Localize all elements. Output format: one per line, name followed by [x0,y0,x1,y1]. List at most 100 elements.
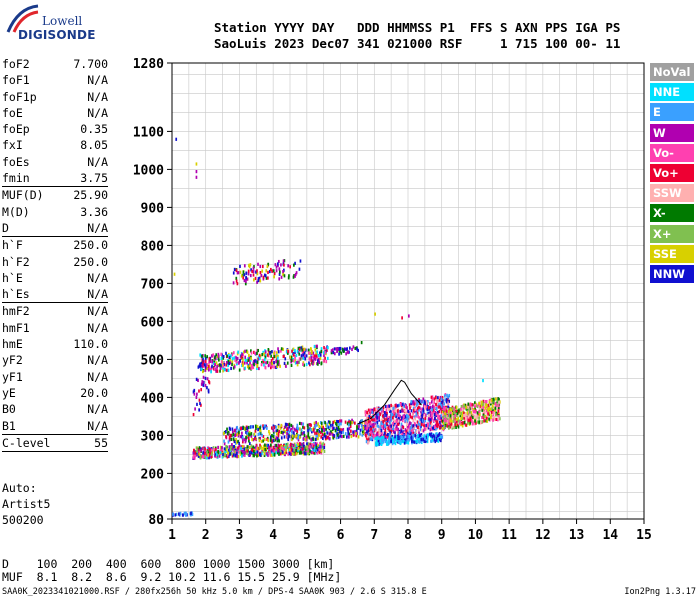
echo-point [305,436,308,440]
echo-point [462,411,464,415]
echo-point [190,511,192,516]
echo-point [325,423,327,427]
echo-point [498,417,501,421]
echo-point [382,419,385,424]
echo-point [247,358,250,362]
echo-point [218,454,221,458]
echo-point [407,409,410,414]
echo-point [304,438,307,442]
echo-point [300,422,303,426]
echo-point [204,365,207,369]
echo-point [349,424,352,429]
echo-point [262,275,265,279]
echo-point [290,448,293,452]
echo-point [386,425,388,430]
echo-point [391,441,394,446]
echo-point [240,454,243,458]
echo-point [337,419,340,424]
echo-point [469,410,471,414]
echo-point [397,419,400,423]
echo-point [340,351,343,355]
echo-point [264,448,267,452]
echo-point [396,404,399,408]
echo-point [366,428,368,432]
echo-point [279,270,281,274]
echo-point [262,358,264,363]
echo-point [367,429,370,433]
echo-point [228,445,231,449]
echo-point [242,353,244,357]
echo-point [248,441,251,446]
echo-point [291,434,294,438]
echo-point [305,452,308,456]
echo-point [327,420,330,424]
echo-point [428,413,430,417]
echo-point [233,365,236,369]
echo-point [293,448,295,452]
echo-point [196,392,198,396]
echo-point [491,406,494,410]
echo-point [430,395,433,399]
echo-point [258,437,261,441]
echo-point [255,270,257,274]
echo-point [271,269,273,273]
echo-point [468,418,471,422]
echo-point [275,365,277,369]
echo-point [262,360,265,365]
echo-point [195,452,198,457]
echo-point [336,427,339,432]
echo-point [284,430,287,434]
echo-point [246,449,249,453]
echo-point [465,423,467,427]
echo-point [288,430,291,434]
param-key: foEp [2,122,30,137]
echo-point [223,447,226,451]
echo-point [448,399,451,403]
echo-point [282,431,284,435]
echo-point [420,432,423,437]
echo-point [478,413,481,417]
echo-point [374,437,377,441]
echo-point [372,408,375,412]
echo-point [332,436,335,440]
echo-point [302,452,305,456]
echo-point [243,264,246,268]
echo-point [228,355,231,360]
param-separator [2,186,108,188]
echo-point [217,363,220,368]
echo-point [312,359,315,363]
echo-point [200,363,203,368]
echo-point [402,440,405,444]
echo-point [467,402,470,406]
echo-point [414,431,417,435]
echo-point [455,425,457,429]
echo-point [400,435,402,439]
echo-point [352,345,355,349]
echo-point [446,393,448,397]
param-separator [2,433,108,435]
legend-item: X+ [650,224,694,243]
echo-point [370,415,372,419]
echo-point [382,414,385,418]
echo-point [313,448,316,452]
echo-point [257,348,260,353]
echo-point [195,395,198,400]
echo-point [422,421,425,425]
echo-point [348,427,351,431]
echo-point [207,364,210,369]
echo-point [286,427,288,432]
echo-point [384,404,387,409]
echo-point [485,419,488,423]
echo-point [197,365,200,369]
echo-point [447,406,450,410]
echo-point [202,383,205,387]
echo-point [296,443,298,448]
echo-point [446,401,449,405]
x-tick-label: 14 [602,528,618,543]
echo-point [397,434,399,439]
echo-point [377,439,380,444]
echo-point [248,358,251,362]
echo-point [411,428,413,432]
echo-point [216,369,219,373]
echo-point [441,435,444,439]
